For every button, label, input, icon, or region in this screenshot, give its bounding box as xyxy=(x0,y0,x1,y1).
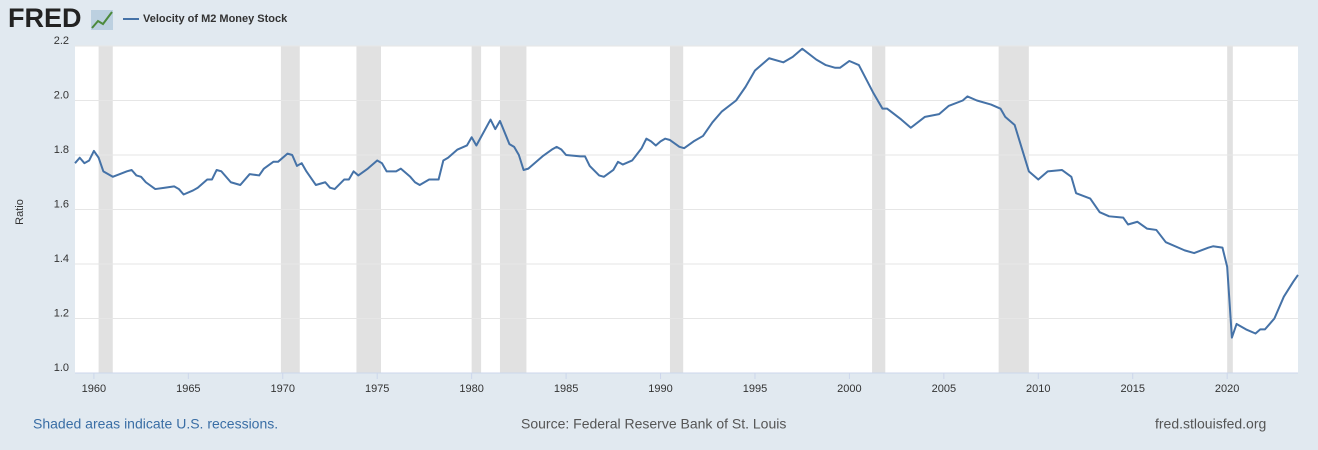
y-tick-label: 1.2 xyxy=(54,307,69,319)
x-tick-label: 1975 xyxy=(365,383,389,395)
logo-icon xyxy=(91,10,113,30)
recession-note: Shaded areas indicate U.S. recessions. xyxy=(33,416,278,432)
source: Source: Federal Reserve Bank of St. Loui… xyxy=(521,416,786,432)
logo: FRED xyxy=(8,3,82,33)
x-tick-label: 2000 xyxy=(837,383,861,395)
x-tick-label: 1960 xyxy=(82,383,106,395)
x-tick-label: 1995 xyxy=(743,383,767,395)
y-tick-label: 2.2 xyxy=(54,35,69,47)
x-tick-label: 1980 xyxy=(459,383,483,395)
x-tick-label: 1990 xyxy=(648,383,672,395)
x-tick-label: 2010 xyxy=(1026,383,1050,395)
x-tick-label: 1985 xyxy=(554,383,578,395)
y-tick-label: 1.4 xyxy=(54,253,69,265)
y-tick-label: 2.0 xyxy=(54,89,69,101)
logo-icon-bg xyxy=(91,10,113,30)
logo-icon-line xyxy=(91,11,113,29)
site: fred.stlouisfed.org xyxy=(1155,416,1266,432)
data-line xyxy=(74,47,1299,339)
x-tick-label: 1965 xyxy=(176,383,200,395)
x-tick-label: 2020 xyxy=(1215,383,1239,395)
x-tick-label: 2015 xyxy=(1120,383,1144,395)
y-tick-label: 1.6 xyxy=(54,198,69,210)
y-axis-label: Ratio xyxy=(14,199,26,225)
y-tick-label: 1.0 xyxy=(54,362,69,374)
legend-label: Velocity of M2 Money Stock xyxy=(143,13,288,25)
x-tick-label: 2005 xyxy=(932,383,956,395)
y-tick-label: 1.8 xyxy=(54,144,69,156)
x-tick-label: 1970 xyxy=(271,383,295,395)
